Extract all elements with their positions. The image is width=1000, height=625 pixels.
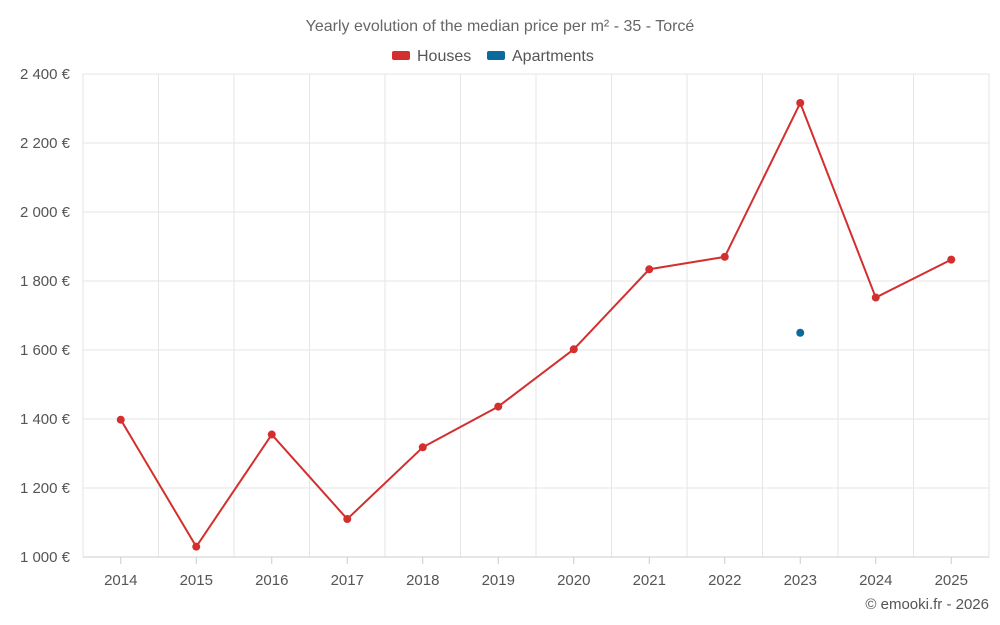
series-apartments [796, 328, 805, 337]
x-tick-label: 2022 [708, 572, 741, 589]
data-point-houses[interactable] [871, 293, 880, 302]
legend-swatch-apartments [487, 51, 505, 60]
data-point-houses[interactable] [947, 255, 956, 264]
y-tick-label: 1 400 € [20, 411, 71, 428]
data-point-houses[interactable] [267, 430, 276, 439]
x-tick-label: 2020 [557, 572, 590, 589]
data-point-houses[interactable] [343, 515, 352, 524]
x-tick-label: 2019 [482, 572, 515, 589]
data-point-houses[interactable] [569, 345, 578, 354]
y-tick-label: 2 000 € [20, 204, 71, 221]
data-point-houses[interactable] [645, 265, 654, 274]
series-houses [116, 98, 956, 551]
x-tick-label: 2014 [104, 572, 137, 589]
y-tick-label: 2 400 € [20, 66, 71, 83]
legend-label-apartments: Apartments [512, 48, 594, 65]
x-tick-label: 2018 [406, 572, 439, 589]
x-axis-ticks: 2014 2015 2016 2017 2018 2019 2020 2021 2022 2023… [104, 557, 968, 589]
grid [82, 73, 990, 557]
chart-title: Yearly evolution of the median price per… [306, 18, 695, 35]
x-tick-label: 2016 [255, 572, 288, 589]
data-point-houses[interactable] [116, 415, 125, 424]
legend-item-houses[interactable]: Houses [392, 48, 471, 65]
legend-swatch-houses [392, 51, 410, 60]
series-line-houses [119, 101, 952, 548]
series-layer [116, 98, 956, 551]
legend: Houses Apartments [392, 48, 594, 65]
data-point-houses[interactable] [418, 443, 427, 452]
x-tick-label: 2017 [331, 572, 364, 589]
x-tick-label: 2015 [180, 572, 213, 589]
y-axis-ticks: 1 000 € 1 200 € 1 400 € 1 600 € 1 800 € 2 000… [20, 66, 71, 566]
x-tick-label: 2021 [633, 572, 666, 589]
legend-item-apartments[interactable]: Apartments [487, 48, 594, 65]
y-tick-label: 1 600 € [20, 342, 71, 359]
x-tick-label: 2023 [784, 572, 817, 589]
data-point-apartments[interactable] [796, 328, 805, 337]
y-tick-label: 1 800 € [20, 273, 71, 290]
y-tick-label: 1 200 € [20, 480, 71, 497]
legend-label-houses: Houses [417, 48, 471, 65]
credit-text: © emooki.fr - 2026 [865, 596, 989, 613]
x-tick-label: 2024 [859, 572, 892, 589]
x-tick-label: 2025 [935, 572, 968, 589]
data-point-houses[interactable] [796, 98, 805, 107]
data-point-houses[interactable] [192, 542, 201, 551]
y-tick-label: 1 000 € [20, 549, 71, 566]
data-point-houses[interactable] [720, 252, 729, 261]
y-tick-label: 2 200 € [20, 135, 71, 152]
data-point-houses[interactable] [494, 402, 503, 411]
